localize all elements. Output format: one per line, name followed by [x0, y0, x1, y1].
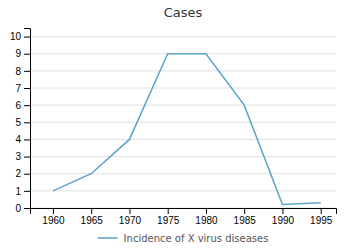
y-tick-mark	[24, 105, 30, 106]
x-tick-mark	[206, 208, 207, 214]
y-tick: 6	[15, 100, 30, 111]
x-tick: 1970	[119, 208, 142, 226]
marks	[53, 54, 321, 205]
y-tick-mark	[24, 88, 30, 89]
x-tick: 1985	[234, 208, 257, 226]
line	[53, 54, 321, 205]
y-tick-label: 7	[15, 83, 21, 94]
chart: 1960 1965 1970 1975 1980 1985 1990 1995 0 1 2 3 4 5 6 7…	[0, 0, 350, 250]
legend: Incidence of X virus diseases	[98, 233, 269, 244]
x-tick-mark	[91, 208, 92, 214]
y-tick: 5	[15, 117, 30, 128]
y-axis-line	[24, 29, 31, 209]
x-tick: 1975	[157, 208, 180, 226]
x-tick-label: 1995	[310, 215, 333, 226]
x-tick-label: 1965	[81, 215, 104, 226]
grid-line	[30, 156, 336, 157]
background	[0, 0, 350, 250]
y-tick: 1	[15, 186, 30, 197]
y-tick-mark	[24, 37, 30, 38]
x-tick-label: 1990	[272, 215, 295, 226]
grid-line	[30, 105, 336, 106]
grid-line	[30, 190, 336, 191]
y-tick-label: 8	[15, 66, 21, 77]
x-tick: 1965	[81, 208, 104, 226]
y-tick: 10	[10, 31, 30, 42]
y-tick-mark	[24, 139, 30, 140]
y-tick-mark	[24, 191, 30, 192]
x-tick-mark	[53, 208, 54, 214]
x-tick-mark	[321, 208, 322, 214]
grid-line	[30, 173, 336, 174]
y-tick-label: 3	[15, 151, 21, 162]
y-tick-mark	[24, 122, 30, 123]
x-tick-label: 1960	[42, 215, 65, 226]
y-tick: 0	[15, 203, 30, 214]
title: Cases	[164, 5, 203, 20]
legend-swatch	[98, 237, 118, 239]
x-tick-mark	[282, 208, 283, 214]
y-tick-label: 5	[15, 117, 21, 128]
y-tick-mark	[24, 157, 30, 158]
y-tick-label: 6	[15, 100, 21, 111]
grid	[30, 37, 336, 208]
y-tick-label: 0	[15, 203, 21, 214]
x-tick-label: 1975	[157, 215, 180, 226]
y-tick-label: 4	[15, 134, 21, 145]
x-axis-line	[31, 209, 337, 215]
grid-line	[30, 36, 336, 37]
x-tick: 1995	[310, 208, 333, 226]
x-tick-mark	[168, 208, 169, 214]
y-tick-mark	[24, 71, 30, 72]
y-tick-mark	[24, 54, 30, 55]
x-tick-label: 1970	[119, 215, 142, 226]
y-tick-mark	[24, 174, 30, 175]
y-tick-label: 2	[15, 168, 21, 179]
legend-item: Incidence of X virus diseases	[98, 233, 269, 244]
x-tick-label: 1980	[195, 215, 218, 226]
x-tick-mark	[129, 208, 130, 214]
x-tick: 1960	[42, 208, 65, 226]
y-tick: 7	[15, 83, 30, 94]
grid-line	[30, 122, 336, 123]
y-tick: 2	[15, 168, 30, 179]
y-tick: 3	[15, 151, 30, 162]
y-tick: 8	[15, 66, 30, 77]
y-tick-label: 9	[15, 48, 21, 59]
x-axis: 1960 1965 1970 1975 1980 1985 1990 1995	[31, 208, 337, 226]
x-tick: 1990	[272, 208, 295, 226]
x-tick-mark	[244, 208, 245, 214]
x-tick: 1980	[195, 208, 218, 226]
y-tick: 9	[15, 48, 30, 59]
y-tick: 4	[15, 134, 30, 145]
y-tick-label: 1	[15, 186, 21, 197]
y-axis: 0 1 2 3 4 5 6 7 8 9 10	[10, 29, 31, 214]
grid-line	[30, 88, 336, 89]
grid-line	[30, 70, 336, 71]
y-tick-label: 10	[10, 31, 22, 42]
x-tick-label: 1985	[234, 215, 257, 226]
plot: 1960 1965 1970 1975 1980 1985 1990 1995 0 1 2 3 4 5 6 7…	[10, 29, 337, 227]
grid-line	[30, 139, 336, 140]
legend-label: Incidence of X virus diseases	[124, 233, 269, 244]
y-tick-mark	[24, 208, 30, 209]
